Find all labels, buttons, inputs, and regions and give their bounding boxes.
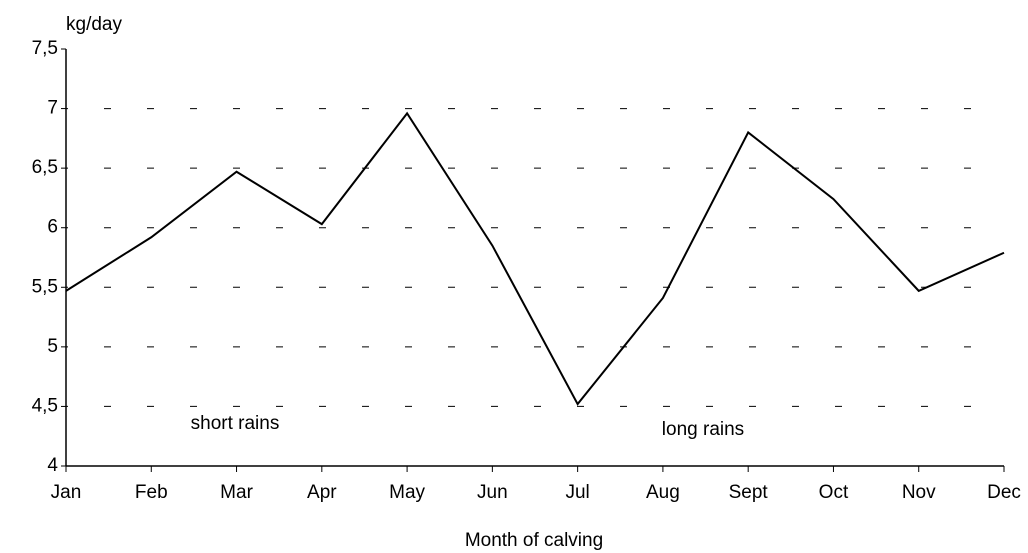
y-tick-label: 7 — [47, 98, 58, 119]
x-tick-label: Jan — [51, 482, 82, 503]
x-tick-label: Dec — [987, 482, 1021, 503]
x-tick-label: Mar — [220, 482, 253, 503]
x-tick-label: Apr — [307, 482, 337, 503]
x-tick-label: Sept — [729, 482, 769, 503]
annotation: long rains — [662, 419, 744, 440]
data-line — [65, 111, 1005, 406]
x-axis-label: Month of calving — [465, 530, 603, 551]
x-tick-label: Jul — [565, 482, 589, 503]
y-tick-label: 6 — [47, 217, 58, 238]
y-tick-label: 4,5 — [32, 395, 58, 416]
x-tick-label: Jun — [477, 482, 508, 503]
y-tick-label: 4 — [47, 455, 58, 476]
y-tick-label: 7,5 — [32, 38, 58, 59]
y-tick-label: 6,5 — [32, 157, 58, 178]
x-tick-label: Oct — [819, 482, 849, 503]
x-tick-label: Feb — [135, 482, 168, 503]
y-tick-label: 5,5 — [32, 276, 58, 297]
y-tick-label: 5 — [47, 336, 58, 357]
annotation: short rains — [191, 413, 280, 434]
y-axis-label: kg/day — [66, 14, 122, 35]
x-tick-label: May — [389, 482, 425, 503]
x-tick-label: Aug — [646, 482, 680, 503]
x-tick-label: Nov — [902, 482, 936, 503]
